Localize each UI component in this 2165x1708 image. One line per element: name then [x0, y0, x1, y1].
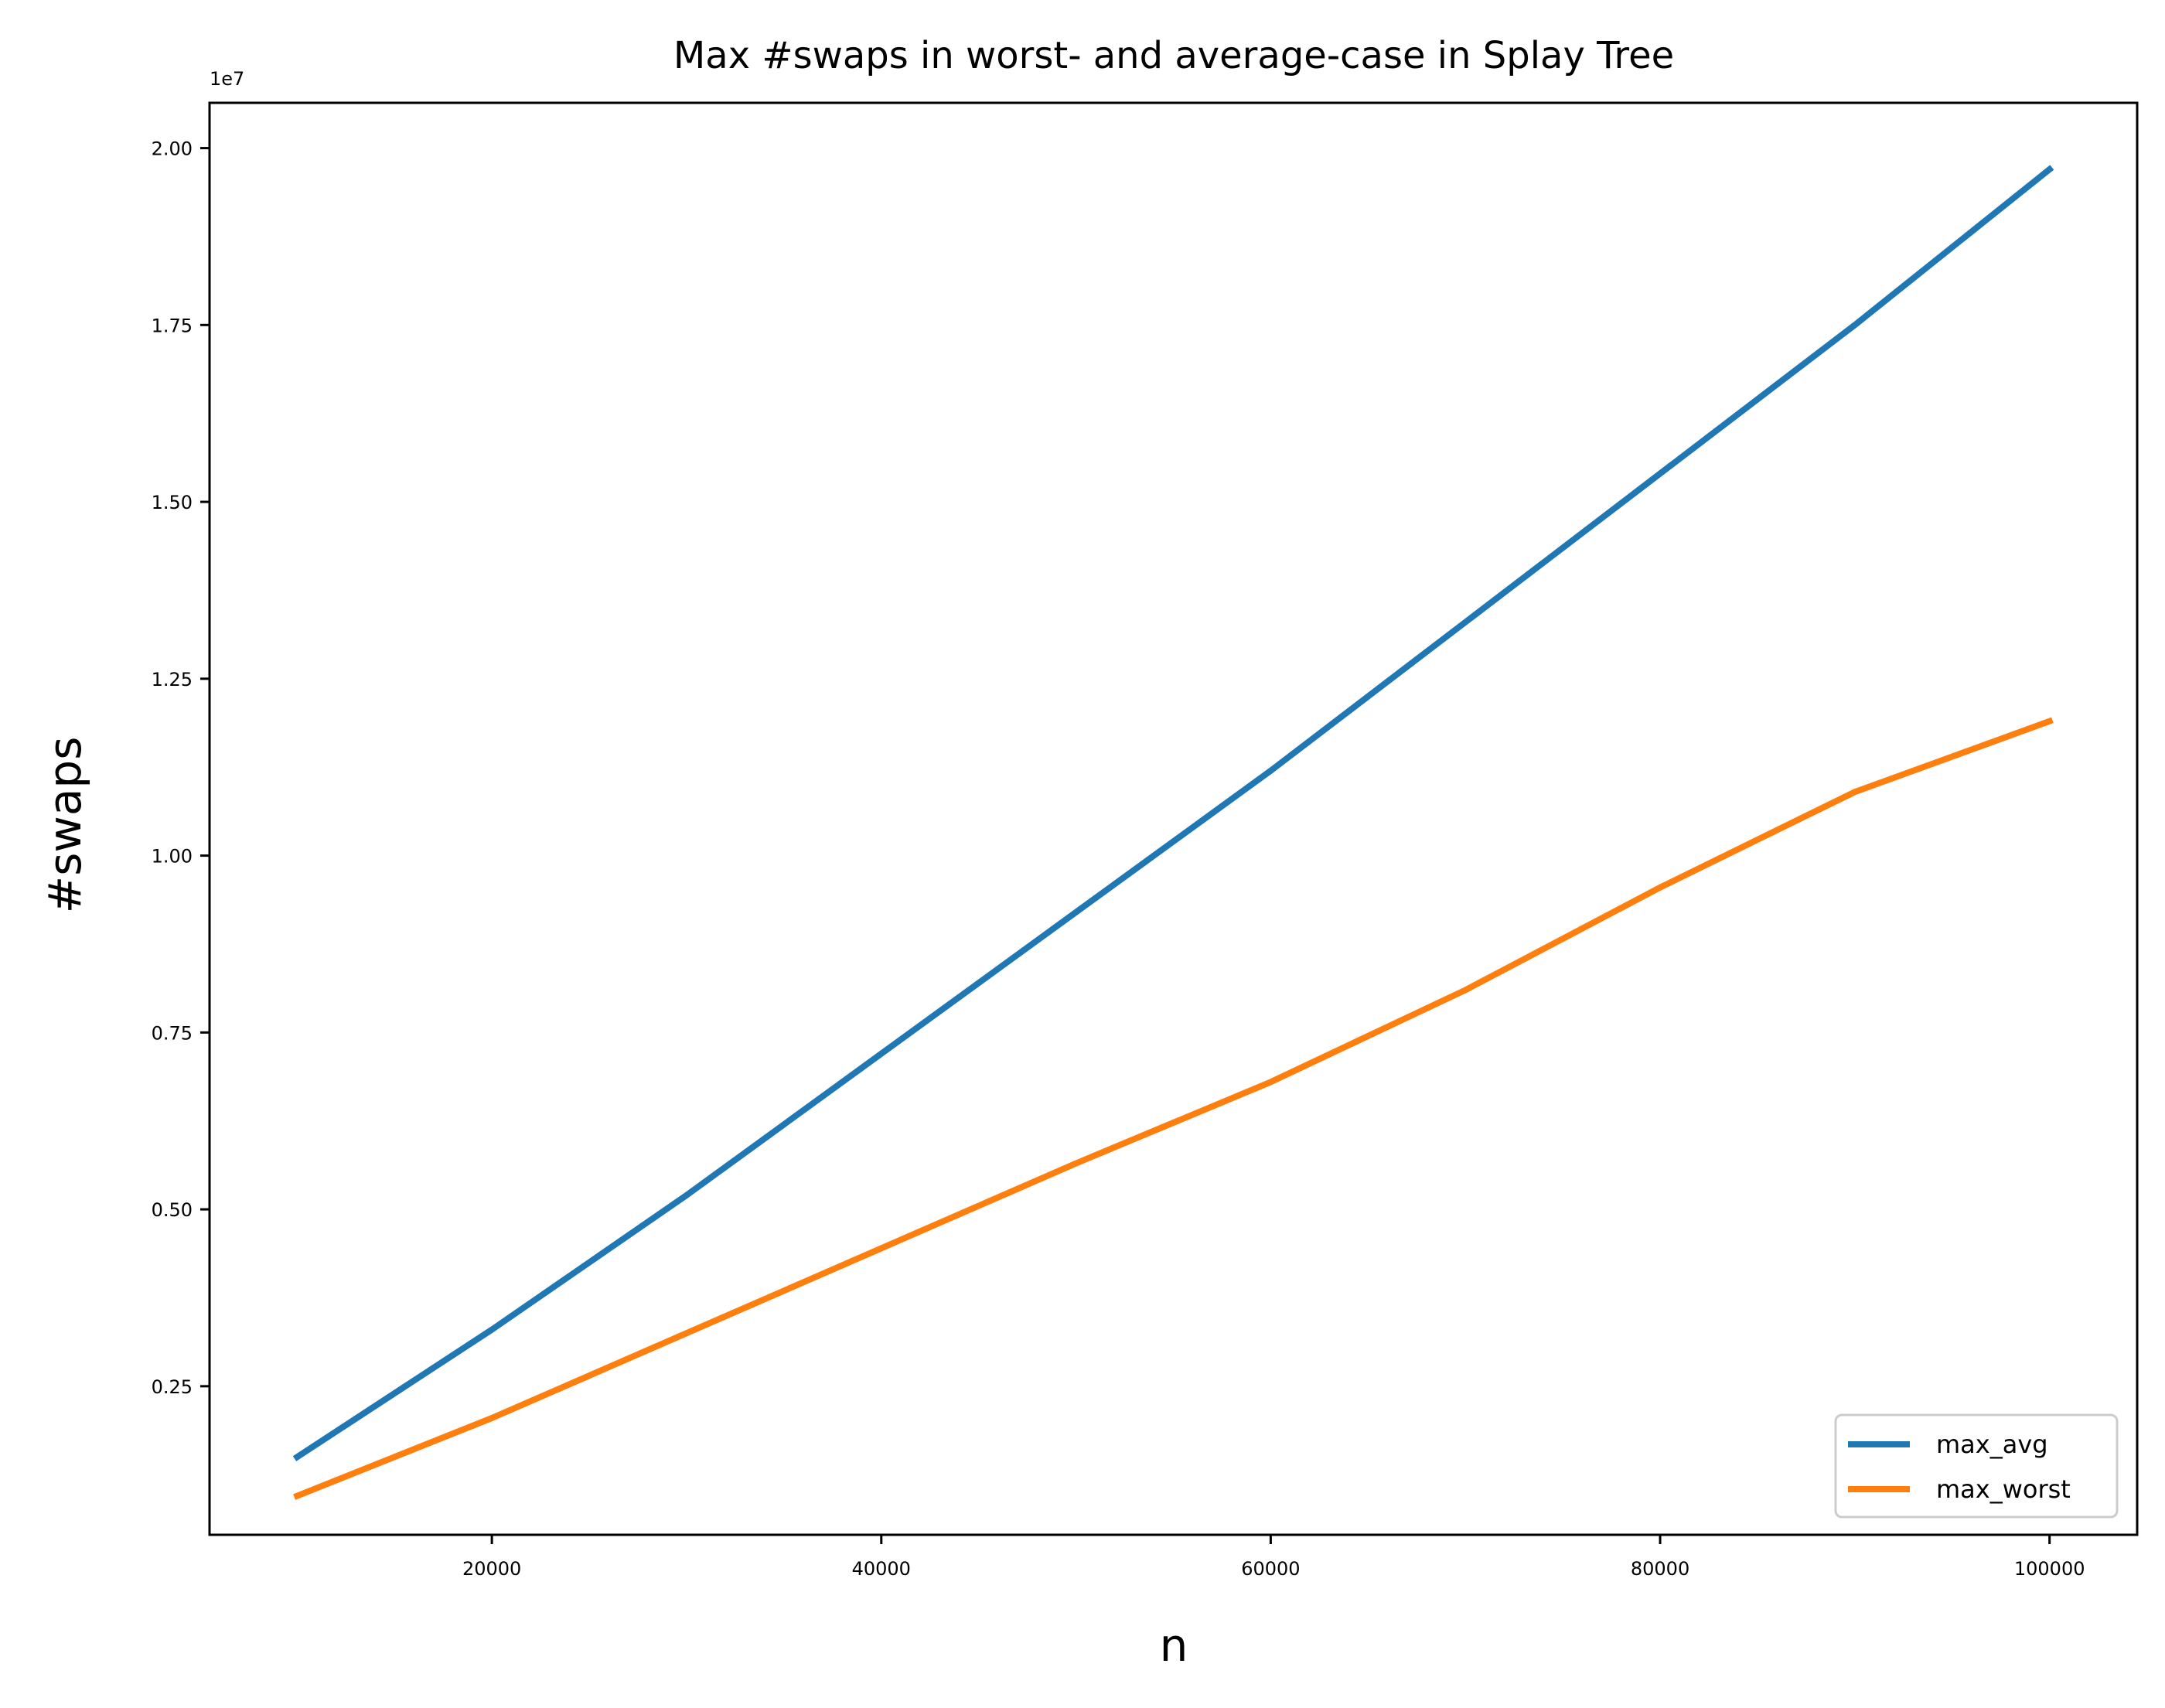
y-tick-label: 1.00: [152, 846, 193, 868]
x-axis-label: n: [1160, 1619, 1188, 1672]
legend-label-max_worst: max_worst: [1936, 1474, 2071, 1504]
y-tick-label: 1.50: [152, 492, 193, 513]
plot-area: 20000 40000 60000 80000 100000 0.25 0.50 0.75 1.…: [152, 101, 2139, 1580]
y-tick-label: 1.25: [152, 669, 193, 690]
legend: max_avg max_worst: [1834, 1413, 2119, 1519]
x-tick-label: 20000: [462, 1558, 521, 1580]
y-tick-label: 1.75: [152, 315, 193, 336]
series-line-max_worst: [293, 717, 2054, 1500]
y-tick-label: 0.75: [152, 1022, 193, 1044]
series-line-max_avg: [292, 165, 2054, 1461]
x-tick-label: 60000: [1241, 1558, 1300, 1580]
chart-title: Max #swaps in worst- and average-case in…: [673, 34, 1674, 77]
legend-label-max_avg: max_avg: [1936, 1430, 2048, 1459]
y-axis-label: #swaps: [39, 737, 91, 914]
y-axis-offset-label: 1e7: [210, 68, 244, 90]
y-tick-label: 2.00: [152, 138, 193, 160]
x-tick-label: 80000: [1631, 1558, 1689, 1580]
x-tick-label: 40000: [852, 1558, 911, 1580]
axes-frame: [208, 101, 2139, 1536]
x-tick-label: 100000: [2014, 1558, 2085, 1580]
y-tick-label: 0.50: [152, 1199, 193, 1221]
y-tick-label: 0.25: [152, 1376, 193, 1398]
